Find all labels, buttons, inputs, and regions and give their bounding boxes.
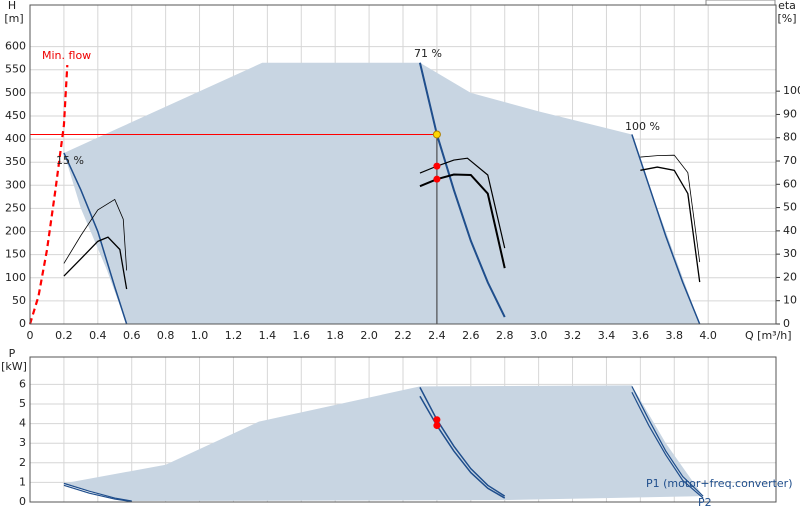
curve: [631, 134, 701, 325]
curve: [28, 65, 69, 325]
operating-range: [63, 62, 700, 324]
y2-tick-label: 10: [783, 294, 797, 307]
y-tick-label: 100: [5, 271, 26, 284]
y-tick-label: 1: [19, 475, 26, 488]
x-tick-label: 2.2: [394, 329, 412, 342]
x-tick-label: 0.4: [89, 329, 107, 342]
x-tick-label: 4.0: [699, 329, 717, 342]
y-tick-label: 300: [5, 178, 26, 191]
duty-point: [433, 175, 441, 183]
y-label: P: [9, 347, 16, 360]
annotation: P1 (motor+freq.converter): [646, 477, 793, 490]
curve: [418, 62, 506, 318]
y-tick-label: 200: [5, 225, 26, 238]
annotation: 15 %: [56, 154, 84, 167]
x-tick-label: 1.2: [225, 329, 243, 342]
y2-tick-label: 20: [783, 270, 797, 283]
x-tick-label: 3.8: [666, 329, 684, 342]
curve: [419, 387, 506, 497]
y-tick-label: 0: [19, 317, 26, 330]
x-tick-label: 0.8: [157, 329, 175, 342]
y-tick-label: 5: [19, 397, 26, 410]
curve: [63, 236, 128, 290]
curve: [640, 154, 701, 263]
x-tick-label: 3.0: [530, 329, 548, 342]
curve: [63, 482, 132, 502]
x-label: Q [m³/h]: [745, 329, 792, 342]
y2-unit: [%]: [777, 12, 796, 25]
plot-frame: [29, 356, 777, 503]
y2-tick-label: 50: [783, 201, 797, 214]
duty-point: [433, 416, 441, 424]
y-tick-label: 0: [19, 495, 26, 508]
duty-point: [433, 422, 441, 430]
y-unit: [m]: [4, 12, 23, 25]
x-tick-label: 1.4: [259, 329, 277, 342]
curve: [631, 386, 704, 497]
y-tick-label: 150: [5, 248, 26, 261]
x-tick-label: 3.4: [598, 329, 616, 342]
curve: [63, 152, 128, 325]
y2-tick-label: 100: [783, 84, 800, 97]
x-tick-label: 3.2: [564, 329, 582, 342]
duty-point: [433, 162, 441, 170]
y-tick-label: 350: [5, 155, 26, 168]
y-tick-label: 50: [12, 294, 26, 307]
y-tick-label: 500: [5, 86, 26, 99]
x-tick-label: 2.0: [360, 329, 378, 342]
y2-tick-label: 40: [783, 224, 797, 237]
curve: [631, 391, 704, 499]
y2-tick-label: 70: [783, 154, 797, 167]
x-tick-label: 3.6: [632, 329, 650, 342]
y2-tick-label: 60: [783, 177, 797, 190]
plots: 0 0.2 0.4 0.6 0.8 1.0 1.2 1.4 1.6 1.8 2.0 2.2 2.4 2.6…: [5, 4, 800, 508]
x-tick-label: 1.8: [326, 329, 344, 342]
duty-point: [432, 130, 441, 139]
curve: [63, 198, 128, 271]
x-tick-label: 2.4: [428, 329, 446, 342]
operating-range: [63, 385, 704, 502]
x-tick-label: 2.6: [462, 329, 480, 342]
curve: [63, 484, 132, 503]
y2-label: eta: [778, 0, 796, 12]
y2-tick-label: 30: [783, 247, 797, 260]
x-tick-label: 1.0: [191, 329, 209, 342]
y-tick-label: 550: [5, 63, 26, 76]
y-tick-label: 3: [19, 436, 26, 449]
plot-frame: [29, 4, 777, 325]
x-tick-label: 0.2: [55, 329, 73, 342]
y-tick-label: 250: [5, 201, 26, 214]
annotation: P2: [698, 496, 712, 509]
y-tick-label: 6: [19, 377, 26, 390]
x-tick-label: 0.6: [123, 329, 141, 342]
x-tick-label: 0: [27, 329, 34, 342]
annotation: Min. flow: [42, 49, 91, 62]
y-tick-label: 400: [5, 132, 26, 145]
y2-tick-label: 90: [783, 107, 797, 120]
x-tick-label: 1.6: [293, 329, 311, 342]
y2-tick-label: 0: [783, 317, 790, 330]
y-tick-label: 450: [5, 109, 26, 122]
y-tick-label: 4: [19, 417, 26, 430]
annotation: 100 %: [625, 120, 660, 133]
annotation: 71 %: [414, 47, 442, 60]
y-label: H: [8, 0, 16, 12]
curve: [640, 166, 701, 283]
y2-tick-label: 80: [783, 131, 797, 144]
x-tick-label: 2.8: [496, 329, 514, 342]
y-tick-label: 600: [5, 40, 26, 53]
y-tick-label: 2: [19, 456, 26, 469]
y-unit: [kW]: [1, 360, 27, 373]
